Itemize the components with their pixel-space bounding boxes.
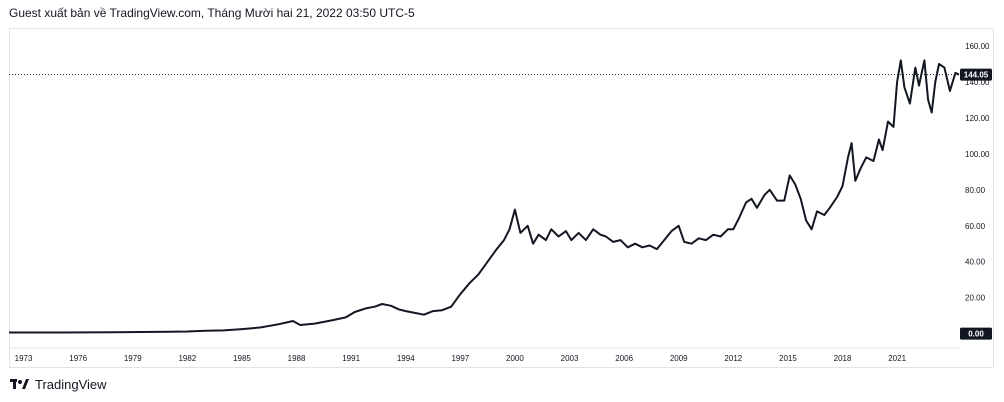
x-tick-label: 1979 [124,354,142,363]
x-tick-label: 1973 [15,354,33,363]
x-tick-label: 1982 [178,354,196,363]
last-price-tag-bg [960,68,992,81]
x-tick-label: 2018 [834,354,852,363]
y-tick-label: 160.00 [965,42,990,51]
x-tick-label: 1994 [397,354,415,363]
y-tick-label: 20.00 [965,294,986,303]
y-tick-label: 140.00 [965,78,990,87]
last-price-tag: 144.05 [964,71,989,80]
y-tick-label: 80.00 [965,186,986,195]
x-tick-label: 2015 [779,354,797,363]
y-tick-label: 40.00 [965,258,986,267]
y-tick-label: 120.00 [965,114,990,123]
x-tick-label: 1991 [342,354,360,363]
brand-name: TradingView [35,376,107,392]
x-tick-label: 2000 [506,354,524,363]
footer: TradingView [10,375,107,393]
y-tick-label: 100.00 [965,150,990,159]
x-tick-label: 2012 [724,354,742,363]
zero-price-tag-bg [960,327,992,340]
x-tick-label: 2021 [888,354,906,363]
chart-frame [9,28,994,368]
x-tick-label: 2003 [561,354,579,363]
zero-price-tag: 0.00 [968,330,984,339]
y-tick-label: 60.00 [965,222,986,231]
price-chart[interactable]: 160.00 140.00 120.00 100.00 80.00 60.00 40.00 2… [9,28,994,368]
x-tick-label: 1985 [233,354,251,363]
series-line [9,59,960,334]
x-tick-label: 1997 [451,354,469,363]
publish-info: Guest xuất bản về TradingView.com, Tháng… [9,6,415,20]
x-tick-label: 2009 [670,354,688,363]
x-tick-label: 2006 [615,354,633,363]
x-tick-label: 1988 [288,354,306,363]
x-tick-label: 1976 [69,354,87,363]
tradingview-logo-icon [10,377,30,391]
